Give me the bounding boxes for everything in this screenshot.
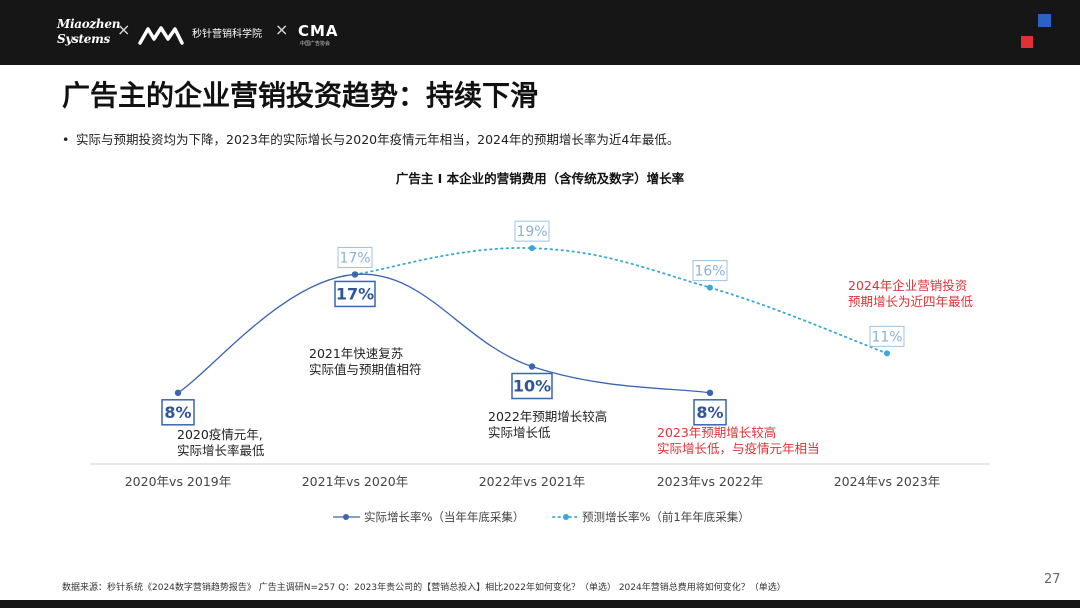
forecast-label-text: 17% — [339, 250, 370, 266]
actual-point — [174, 389, 182, 396]
forecast-label-box — [692, 260, 728, 282]
x-tick-label: 2023年vs 2022年 — [657, 474, 764, 489]
summary-bullet: • 实际与预期投资均为下降，2023年的实际增长与2020年疫情元年相当，2024… — [62, 131, 679, 149]
legend-actual-marker — [343, 514, 349, 520]
forecast-label-box — [869, 325, 905, 347]
legend-forecast-marker — [563, 514, 569, 520]
annotation-2022: 2022年预期增长较高 实际增长低 — [488, 409, 608, 440]
chart-title: 广告主 I 本企业的营销费用（含传统及数字）增长率 — [395, 171, 685, 186]
forecast-series-line — [354, 247, 888, 355]
cma-logo: CMA — [298, 22, 339, 40]
actual-label-text: 8% — [696, 403, 723, 422]
page-title: 广告主的企业营销投资趋势：持续下滑 — [62, 79, 539, 112]
forecast-data-label: 11% — [869, 325, 905, 347]
actual-point — [351, 271, 359, 278]
x-tick-label: 2024年vs 2023年 — [834, 474, 941, 489]
actual-label-text: 10% — [513, 377, 551, 396]
logo-separator: × — [117, 20, 131, 39]
bullet-marker: • — [62, 132, 70, 147]
forecast-data-label: 19% — [514, 220, 550, 242]
actual-label-text: 17% — [336, 284, 374, 303]
academy-name: 秒针营销科学院 — [192, 29, 262, 40]
forecast-label-text: 19% — [516, 224, 547, 240]
forecast-label-text: 16% — [694, 264, 725, 280]
forecast-point — [707, 284, 713, 291]
actual-series-line — [177, 273, 711, 394]
miaozhen-logo: Miaozhen Systems — [57, 17, 121, 46]
actual-label-text: 8% — [164, 403, 191, 422]
actual-point — [706, 389, 714, 396]
x-tick-label: 2020年vs 2019年 — [125, 474, 232, 489]
forecast-label-text: 11% — [871, 329, 902, 345]
actual-data-label: 8% — [161, 399, 195, 426]
miaozhen-academy-logo-icon — [138, 26, 184, 45]
logo-separator-2: × — [275, 20, 289, 39]
actual-label-box — [693, 399, 727, 426]
forecast-data-label: 16% — [692, 260, 728, 282]
forecast-point — [529, 245, 535, 252]
x-tick-label: 2021年vs 2020年 — [302, 474, 409, 489]
header-bar: Miaozhen Systems × 秒针营销科学院 × CMA 中国广告协会 — [0, 0, 1080, 65]
decor-blue-square — [1038, 14, 1051, 27]
actual-label-box — [511, 372, 553, 400]
legend-forecast-label: 预测增长率%（前1年年底采集） — [582, 510, 750, 524]
data-source-footer: 数据来源：秒针系统《2024数字营销趋势报告》 广告主调研N=257 Q：202… — [62, 583, 786, 593]
forecast-label-box — [514, 220, 550, 242]
forecast-data-label: 17% — [337, 246, 373, 268]
page-number: 27 — [1044, 572, 1061, 587]
legend-actual-label: 实际增长率%（当年年底采集） — [364, 510, 524, 524]
x-tick-label: 2022年vs 2021年 — [479, 474, 586, 489]
cma-logo-subtitle: 中国广告协会 — [300, 41, 331, 47]
annotation-2024: 2024年企业营销投资 预期增长为近四年最低 — [848, 278, 974, 309]
actual-data-label: 17% — [334, 280, 376, 308]
forecast-label-box — [337, 246, 373, 268]
actual-point — [528, 363, 536, 370]
actual-data-label: 8% — [693, 399, 727, 426]
actual-data-label: 10% — [511, 372, 553, 400]
bottom-bar — [0, 600, 1080, 608]
summary-text: 实际与预期投资均为下降，2023年的实际增长与2020年疫情元年相当，2024年… — [76, 132, 680, 147]
actual-label-box — [334, 280, 376, 308]
forecast-point — [884, 350, 890, 357]
annotation-2020: 2020疫情元年, 实际增长率最低 — [177, 427, 265, 458]
decor-red-square — [1021, 36, 1033, 48]
chart-legend: 实际增长率%（当年年底采集） 预测增长率%（前1年年底采集） — [333, 510, 750, 524]
actual-label-box — [161, 399, 195, 426]
annotation-2021: 2021年快速复苏 实际值与预期值相符 — [309, 346, 422, 377]
annotation-2023: 2023年预期增长较高 实际增长低，与疫情元年相当 — [657, 425, 820, 456]
